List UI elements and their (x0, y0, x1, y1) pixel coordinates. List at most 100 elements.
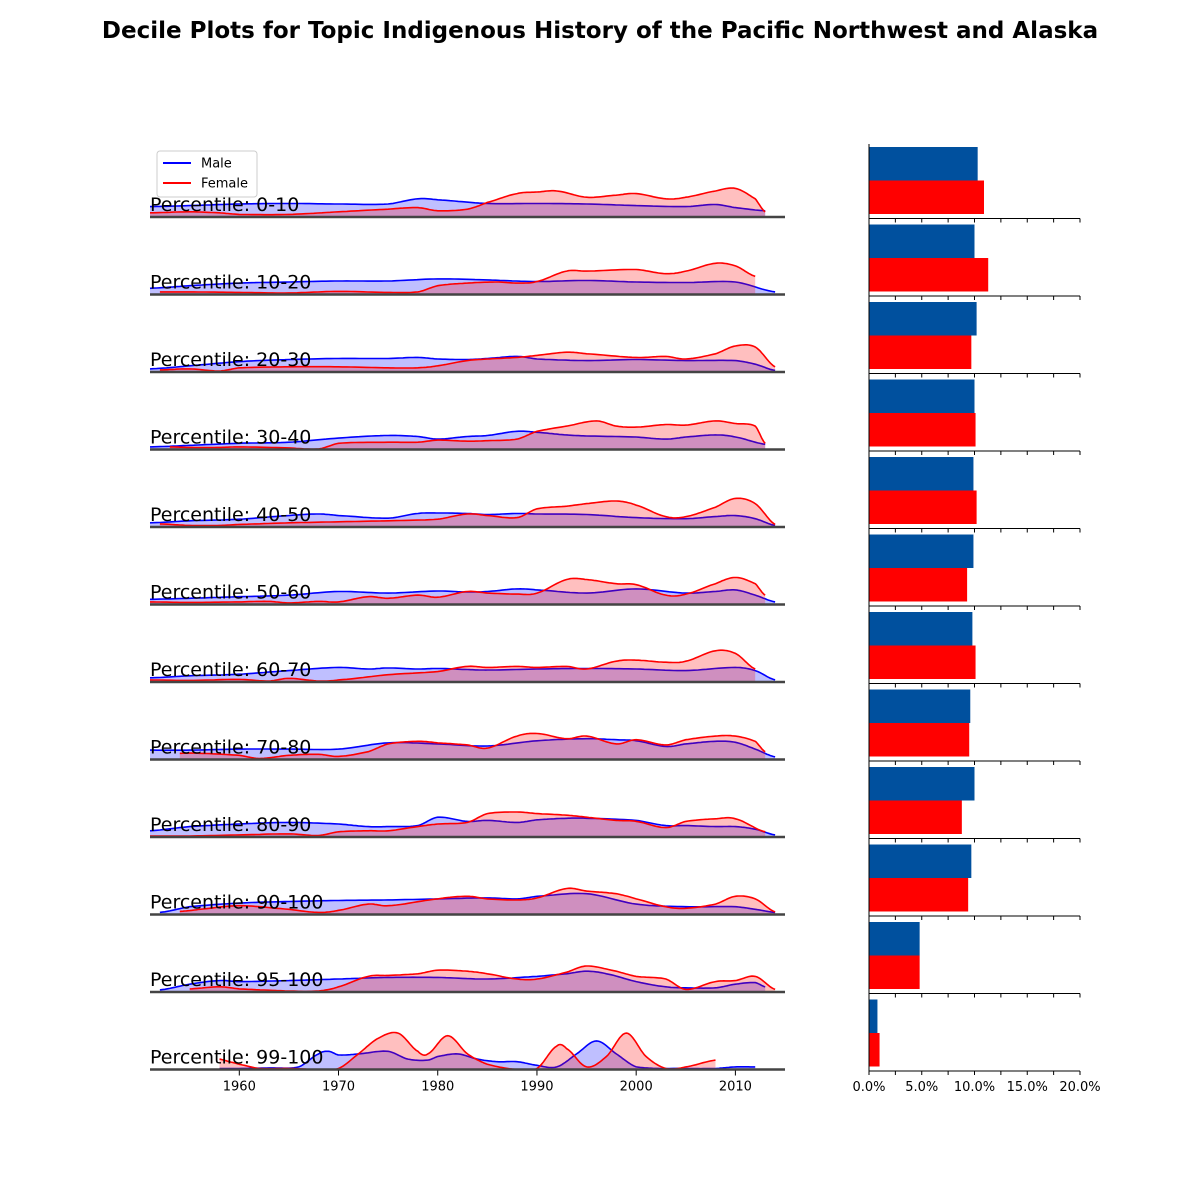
female-bar (869, 568, 968, 602)
panel-label: Percentile: 50-60 (150, 582, 311, 604)
male-line (149, 430, 766, 448)
ridge-panel: Percentile: 80-90 (149, 811, 785, 839)
male-line (150, 587, 776, 603)
ridge-panel: Percentile: 90-100 (150, 887, 785, 916)
panel-label: Percentile: 40-50 (150, 504, 311, 526)
chart-title: Decile Plots for Topic Indigenous Histor… (101, 18, 1099, 44)
bar-tick-label: 0.0% (852, 1080, 885, 1095)
panel-label: Percentile: 99-100 (150, 1047, 323, 1069)
male-area (159, 971, 766, 992)
legend-female-label: Female (201, 177, 248, 192)
male-bar (869, 147, 978, 181)
bar-panel (868, 299, 1081, 378)
female-line (150, 187, 766, 216)
bar-panel (868, 919, 1081, 998)
bar-panel (868, 376, 1081, 455)
female-area (150, 812, 766, 837)
ridge-x-axis: 1960 1970 1980 1990 2000 2010 (223, 1070, 752, 1095)
female-bar (869, 878, 969, 912)
x-tick-label: 1960 (223, 1080, 256, 1095)
male-area (150, 512, 776, 527)
bar-panel (868, 144, 1081, 223)
ridge-panel: Percentile: 20-30 (149, 344, 785, 374)
male-area (150, 667, 776, 682)
female-line (149, 649, 756, 682)
panel-label: Percentile: 20-30 (150, 349, 311, 371)
female-bar (869, 258, 989, 292)
x-tick-label: 1990 (520, 1080, 553, 1095)
male-line (219, 1040, 756, 1070)
male-line (159, 892, 776, 914)
female-line (169, 420, 766, 450)
bar-tick-label: 15.0% (1007, 1080, 1048, 1095)
x-tick-label: 1980 (421, 1080, 454, 1095)
female-area (159, 344, 776, 372)
male-line (150, 737, 776, 758)
ridge-panel: Percentile: 50-60 (150, 576, 785, 606)
bar-panel (868, 764, 1081, 843)
ridge-panel: Percentile: 30-40 (149, 420, 785, 451)
female-line (150, 811, 766, 837)
female-line (150, 576, 766, 604)
male-area (159, 893, 776, 915)
female-bar (869, 413, 976, 447)
female-area (219, 1032, 716, 1070)
male-bar (869, 689, 971, 723)
male-area (150, 278, 776, 295)
panel-label: Percentile: 70-80 (150, 737, 311, 759)
bar-panel (868, 221, 1081, 300)
male-bar (869, 534, 974, 568)
panel-label: Percentile: 0-10 (150, 194, 299, 216)
x-tick-label: 1970 (322, 1080, 355, 1095)
legend: Male Female (156, 150, 258, 198)
male-bar (869, 922, 920, 956)
panel-label: Percentile: 60-70 (150, 659, 311, 681)
female-area (150, 577, 766, 605)
ridge-panel: Percentile: 99-100 (150, 1031, 785, 1071)
female-area (150, 188, 766, 217)
female-area (169, 420, 766, 450)
male-bar (869, 844, 972, 878)
bar-panel (868, 609, 1081, 688)
ridge-panel: Percentile: 60-70 (149, 649, 785, 684)
female-bar (869, 490, 977, 524)
panel-label: Percentile: 80-90 (150, 814, 311, 836)
female-area (150, 650, 756, 682)
panel-label: Percentile: 30-40 (150, 427, 311, 449)
female-bar (869, 1033, 880, 1067)
male-bar (869, 767, 975, 801)
bar-plots: 0.0% 5.0% 10.0% 15.0% 20.0% (852, 144, 1101, 1095)
ridge-panel: Percentile: 0-10 (150, 187, 785, 219)
legend-male-label: Male (201, 157, 232, 172)
female-line (159, 497, 776, 527)
male-bar (869, 224, 975, 258)
x-tick-label: 2010 (719, 1080, 752, 1095)
panel-label: Percentile: 95-100 (150, 969, 323, 991)
panel-label: Percentile: 90-100 (150, 892, 323, 914)
male-area (150, 198, 766, 217)
male-area (150, 588, 776, 605)
male-bar (869, 999, 878, 1033)
bar-panel (868, 841, 1081, 920)
female-bar (869, 335, 972, 369)
bar-panel (868, 454, 1081, 533)
male-line (149, 816, 776, 836)
ridge-panel: Percentile: 95-100 (150, 965, 785, 994)
male-line (149, 278, 776, 293)
bar-panel (868, 686, 1081, 765)
male-bar (869, 379, 975, 413)
male-bar (869, 457, 974, 491)
male-area (219, 1040, 756, 1070)
ridge-plots: Percentile: 0-10 Percentile: 10-20 Percent… (149, 187, 785, 1095)
ridge-panel: Percentile: 10-20 (149, 262, 785, 296)
female-line (179, 887, 776, 914)
male-line (150, 197, 766, 212)
male-bar (869, 302, 977, 336)
bar-panel (868, 996, 1081, 1075)
panel-label: Percentile: 10-20 (150, 272, 311, 294)
ridge-panel: Percentile: 40-50 (149, 497, 785, 529)
female-bar (869, 800, 962, 834)
male-line (159, 970, 766, 991)
bar-tick-label: 10.0% (954, 1080, 995, 1095)
